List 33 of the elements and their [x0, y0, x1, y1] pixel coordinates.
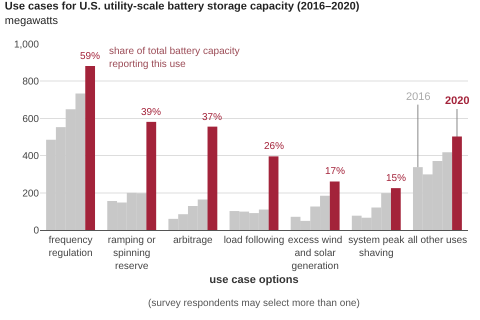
y-tick-label: 800: [22, 76, 40, 88]
annotation: share of total battery capacity reporting this use: [109, 46, 240, 70]
x-tick-label: arbitrage: [173, 235, 214, 246]
annotation: 26%: [264, 141, 284, 152]
annotation: 15%: [386, 173, 406, 184]
x-tick-label: frequency regulation: [48, 235, 93, 259]
text: 2016: [406, 91, 430, 103]
annotation: 37%: [202, 112, 222, 123]
x-tick-label: excess wind and solar generation: [288, 235, 342, 272]
annotation: 17%: [325, 166, 346, 177]
x-axis-title: use case options: [209, 274, 299, 286]
text: (survey respondents may select more than one): [148, 298, 360, 309]
bar: [85, 66, 96, 230]
y-tick-label: 1,000: [14, 40, 40, 50]
y-tick-label: 400: [22, 151, 40, 162]
chart-title: Use cases for U.S. utility-scale battery storage capacity (2016–2020): [4, 0, 360, 13]
y-tick-label: 600: [22, 114, 40, 125]
y-tick-label: 200: [22, 188, 40, 200]
bar: [330, 181, 340, 230]
chart-subtitle: megawatts: [4, 14, 58, 27]
bar: [452, 136, 462, 230]
x-tick-label: load following: [224, 235, 284, 246]
bar: [146, 122, 156, 230]
annotation: 39%: [141, 107, 162, 118]
bar: [390, 188, 401, 230]
bar: [268, 156, 278, 230]
annotation: 59%: [80, 51, 100, 62]
x-tick-label: all other uses: [408, 235, 468, 246]
bar: [208, 126, 218, 230]
x-tick-label: ramping or spinning reserve: [108, 235, 156, 272]
text: 2020: [445, 95, 470, 107]
y-tick-label: 0: [33, 226, 40, 236]
x-tick-label: system peak shaving: [348, 235, 406, 259]
